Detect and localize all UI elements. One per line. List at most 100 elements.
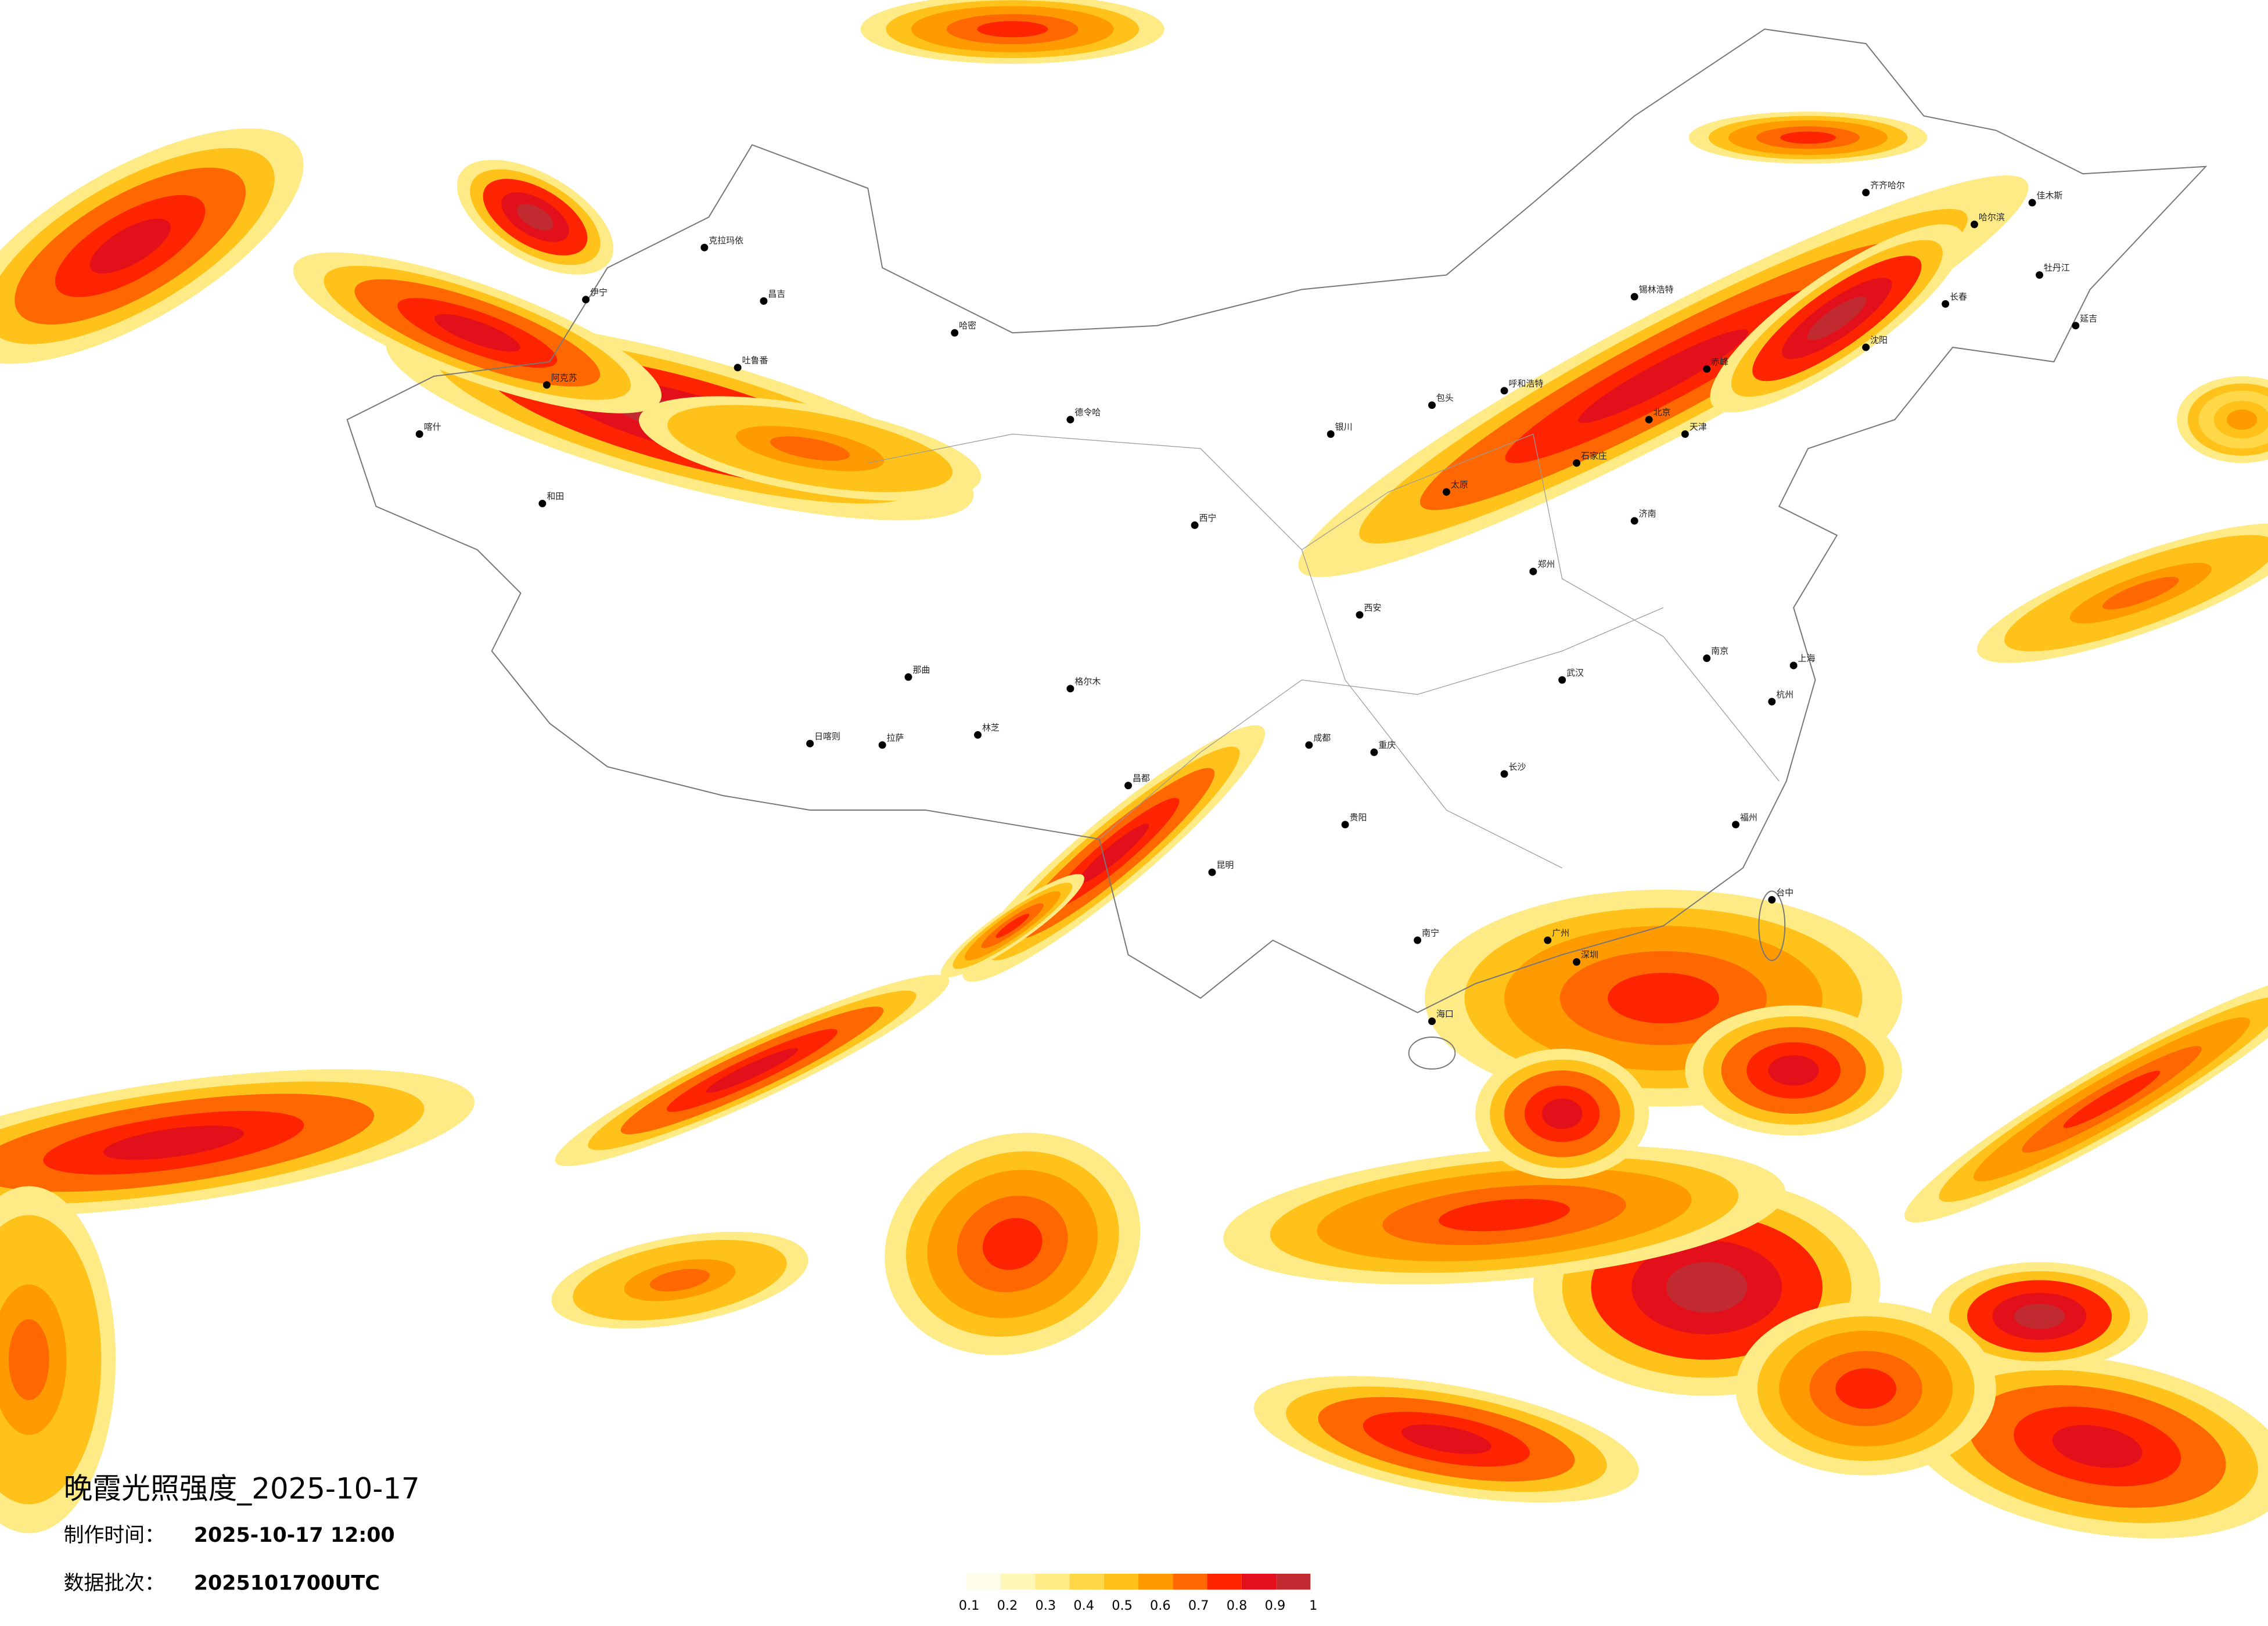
city-dot (1645, 416, 1653, 424)
city-label: 银川 (1335, 422, 1353, 432)
city-dot (1558, 676, 1566, 684)
city-label: 西安 (1364, 602, 1381, 613)
city-label: 佳木斯 (2037, 190, 2063, 201)
heat-layer (0, 0, 2268, 1539)
city-dot (974, 731, 982, 739)
city-label: 伊宁 (590, 287, 608, 297)
city-label: 日喀则 (814, 731, 840, 742)
city-dot (1768, 895, 1776, 904)
city-dot (1124, 782, 1133, 790)
heat-cell (1780, 131, 1836, 144)
city-label: 沈阳 (1870, 335, 1888, 346)
heat-cell (1768, 1055, 1819, 1086)
city-dot (1862, 189, 1870, 197)
city-dot (806, 739, 814, 747)
city-label: 北京 (1654, 407, 1671, 418)
city-dot (878, 741, 886, 749)
city-dot (1630, 517, 1638, 525)
city-dot (1768, 697, 1776, 706)
city-label: 哈密 (959, 321, 976, 331)
colorbar-swatch (1104, 1573, 1138, 1590)
city-label: 南京 (1711, 646, 1728, 656)
city-dot (1500, 387, 1508, 395)
heat-cell (2063, 1070, 2161, 1128)
heat-cell (1401, 1424, 1491, 1454)
city-dot (542, 381, 551, 389)
city-dot (1862, 343, 1870, 351)
city-dot (415, 430, 423, 438)
city-label: 上海 (1798, 653, 1816, 664)
city-dot (1703, 654, 1711, 662)
province-lines (868, 433, 1780, 869)
city-label: 济南 (1639, 508, 1656, 519)
city-dot (760, 297, 768, 305)
heat-cell (1666, 1262, 1748, 1313)
heat-cell (2052, 1424, 2143, 1468)
colorbar-swatch (1241, 1573, 1277, 1590)
city-dot (951, 329, 959, 337)
city-label: 郑州 (1537, 559, 1555, 570)
city-label: 南宁 (1422, 928, 1439, 938)
city-label: 重庆 (1378, 740, 1396, 750)
heat-cell (517, 203, 553, 231)
colorbar-swatch (1000, 1573, 1036, 1590)
heat-cell (1541, 1098, 1583, 1129)
heat-cell (2014, 1303, 2065, 1329)
heat-cell (1807, 296, 1867, 341)
city-label: 赤峰 (1711, 357, 1728, 367)
city-dot (1573, 958, 1581, 966)
city-label: 呼和浩特 (1509, 378, 1544, 388)
city-dot (1341, 821, 1349, 829)
city-label: 阿克苏 (551, 372, 577, 383)
city-dot (1630, 293, 1638, 301)
city-label: 长沙 (1509, 761, 1526, 772)
city-dot (1703, 365, 1711, 373)
colorbar-swatch (1138, 1573, 1173, 1590)
colorbar-tick-label: 0.2 (997, 1598, 1018, 1613)
city-label: 包头 (1436, 393, 1454, 403)
city-dot (1681, 430, 1689, 438)
city-label: 延吉 (2080, 313, 2097, 323)
city-dot (700, 243, 709, 251)
city-dot (2028, 199, 2036, 207)
city-label: 牡丹江 (2044, 262, 2070, 273)
colorbar-tick-label: 0.3 (1035, 1598, 1056, 1613)
city-label: 林芝 (982, 722, 1000, 733)
city-dot (2036, 271, 2043, 279)
city-dot (1356, 611, 1364, 619)
city-label: 拉萨 (887, 732, 904, 743)
city-label: 昌都 (1133, 773, 1150, 783)
colorbar-swatch (1035, 1573, 1070, 1590)
city-label: 克拉玛依 (709, 235, 743, 246)
city-dot (1370, 748, 1378, 756)
city-label: 太原 (1451, 480, 1468, 490)
colorbar-tick-label: 0.4 (1073, 1598, 1094, 1613)
city-label: 昆明 (1216, 860, 1234, 870)
heat-cell (1578, 329, 1749, 423)
city-dot (904, 673, 912, 681)
heat-cell (706, 1048, 799, 1093)
city-dot (734, 364, 742, 372)
city-label: 成都 (1313, 732, 1331, 743)
city-label: 和田 (547, 491, 564, 502)
colorbar-tick-label: 0.6 (1150, 1598, 1171, 1613)
taiwan (1758, 890, 1786, 962)
city-label: 格尔木 (1074, 676, 1101, 686)
map-title: 晚霞光照强度_2025-10-17 (64, 1472, 420, 1505)
city-label: 海口 (1436, 1009, 1454, 1019)
city-dot (1732, 821, 1739, 829)
colorbar-tick-label: 0.1 (959, 1598, 980, 1613)
hainan (1408, 1037, 1456, 1070)
city-label: 德令哈 (1074, 407, 1101, 418)
colorbar: 0.1 0.2 0.3 0.4 0.5 0.6 0.7 0.8 0.9 1 (959, 1573, 1317, 1613)
city-label: 天津 (1690, 422, 1707, 432)
city-label: 广州 (1552, 928, 1569, 938)
city-label: 西宁 (1199, 513, 1217, 523)
city-dot (1942, 300, 1950, 308)
batch: 2025101700UTC (194, 1571, 380, 1595)
city-dot (1970, 220, 1978, 228)
city-label: 齐齐哈尔 (1870, 180, 1905, 190)
city-dot (1428, 1017, 1436, 1026)
